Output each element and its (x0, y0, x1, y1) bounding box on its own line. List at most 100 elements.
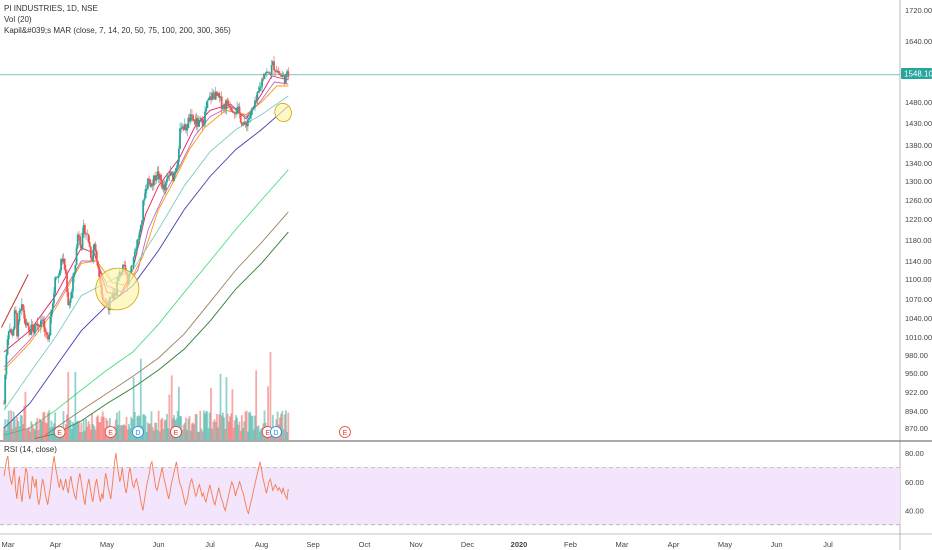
candle-body (154, 175, 156, 181)
candle-body (211, 92, 214, 100)
price-tick-label: 1640.00 (905, 37, 932, 46)
event-marker (53, 426, 66, 438)
volume-bar (36, 417, 39, 440)
volume-bar (47, 412, 49, 440)
volume-bar (255, 370, 258, 440)
candle-body (287, 71, 290, 77)
volume-bar (70, 428, 73, 440)
event-marker (131, 426, 144, 438)
candle-body (123, 264, 126, 266)
candle-body (133, 251, 136, 257)
candle-body (81, 232, 84, 250)
candle-body (161, 181, 164, 189)
volume-bar (269, 351, 272, 440)
volume-bar (170, 375, 173, 440)
candle-body (186, 128, 189, 131)
volume-bar (186, 430, 189, 440)
candle-body (87, 234, 90, 242)
candle-body (286, 71, 288, 74)
volume-bar (238, 421, 241, 440)
candle-body (163, 184, 166, 191)
candle-body (274, 70, 277, 72)
volume-bar (157, 410, 160, 440)
volume-bar (177, 386, 180, 440)
volume-bar (182, 424, 185, 440)
volume-bar (160, 419, 162, 440)
volume-bar (29, 431, 32, 440)
volume-bar (144, 415, 147, 440)
volume-bar (240, 415, 243, 440)
volume-bar (49, 427, 52, 440)
price-tick-label: 1180.00 (905, 236, 932, 245)
candle-body (14, 310, 17, 313)
candle-body (260, 86, 262, 88)
candle-body (139, 224, 142, 232)
volume-bar (252, 429, 255, 440)
price-tick-label: 1380.00 (905, 141, 932, 150)
volume-bar (11, 428, 14, 440)
volume-bar (76, 420, 79, 440)
candle-body (4, 374, 7, 404)
candle-body (188, 117, 191, 122)
candle-body (238, 106, 241, 114)
volume-bar (142, 414, 145, 440)
volume-bar (81, 431, 84, 440)
candle-body (230, 107, 233, 111)
candle-body (235, 113, 237, 115)
volume-bar (74, 371, 77, 440)
time-tick-label: Nov (409, 540, 423, 549)
candle-body (166, 178, 168, 183)
candle-body (61, 258, 64, 263)
rsi-pane (0, 453, 900, 526)
volume-bar (167, 428, 170, 440)
volume-bar (187, 418, 190, 440)
volume-bar (199, 410, 202, 440)
volume-bar (125, 416, 128, 440)
volume-bar (41, 421, 43, 440)
volume-bar (73, 424, 76, 440)
time-tick-label: Sep (306, 540, 319, 549)
volume-bar (129, 428, 131, 440)
candle-body (82, 225, 85, 233)
candle-body (185, 124, 187, 131)
candle-body (144, 188, 147, 199)
moving-average-ma50 (3, 95, 289, 411)
volume-bar (189, 430, 192, 440)
volume-bar (229, 416, 231, 440)
candle-body (249, 115, 252, 118)
candle-body (19, 309, 22, 311)
volume-bar (280, 413, 283, 440)
candle-body (196, 117, 199, 127)
candle-body (285, 73, 287, 84)
candle-body (216, 91, 218, 96)
volume-bar (155, 422, 158, 440)
candle-body (5, 354, 8, 375)
volume-bar (193, 424, 196, 440)
candle-body (239, 113, 242, 123)
candle-body (198, 119, 200, 127)
volume-bar (263, 410, 266, 440)
volume-bar (207, 428, 210, 440)
volume-bar (231, 389, 234, 440)
candle-body (73, 272, 76, 277)
candle-body (45, 332, 48, 335)
candle-body (282, 75, 285, 76)
candle-body (256, 92, 259, 101)
volume-bar (242, 428, 244, 440)
candle-body (231, 110, 234, 113)
candle-body (148, 178, 151, 180)
candle-body (204, 111, 206, 124)
candle-body (55, 277, 58, 279)
volume-bar (148, 424, 151, 440)
time-axis: Mar Apr May Jun Jul Aug Sep Oct Nov Dec 2020 Feb Mar… (2, 540, 834, 549)
volume-bar (145, 431, 148, 440)
volume-bar (45, 423, 48, 440)
volume-bar (30, 421, 33, 440)
volume-bar (69, 420, 72, 440)
rsi-band (0, 467, 900, 525)
price-tick-label: 1430.00 (905, 119, 932, 128)
candle-body (62, 258, 65, 263)
candle-body (26, 322, 29, 327)
volume-bar (219, 373, 222, 440)
trend-line (0, 274, 29, 328)
